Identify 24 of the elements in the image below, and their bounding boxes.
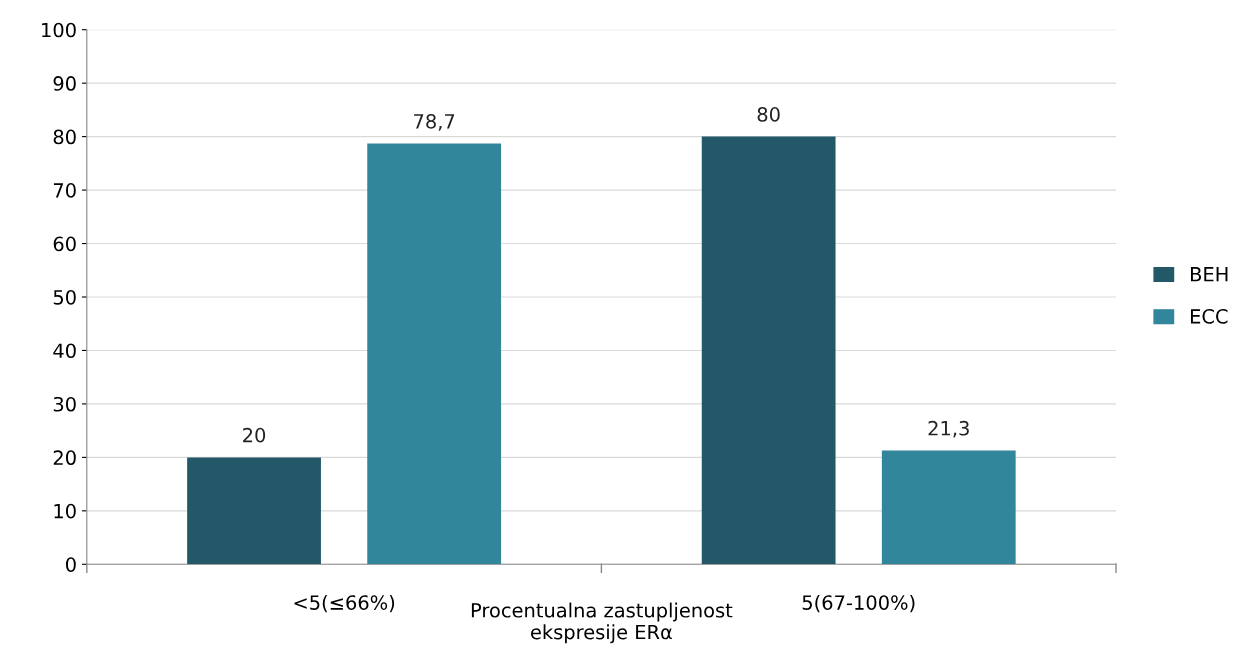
bar [187,457,321,565]
y-tick-label: 50 [53,289,76,305]
data-label: 80 [757,107,780,122]
y-tick-label: 90 [53,76,76,91]
x-axis-title: Procentualna zastupljenost ekspresije ERα [471,602,733,644]
data-label: 78,7 [414,113,455,131]
y-tick-label: 80 [53,129,76,145]
y-tick-label: 100 [42,22,76,38]
data-label: 20 [243,427,266,443]
bar [701,136,836,565]
data-label: 21,3 [928,420,969,438]
bar [881,450,1016,565]
x-tick-label: 5(67-100%) [802,594,915,613]
y-tick-label: 30 [53,396,76,412]
y-tick-label: 10 [54,503,76,519]
y-tick-label: 70 [53,183,76,198]
legend-label: BEH [1190,267,1228,282]
y-tick-label: 40 [53,343,76,359]
x-tick-label: <5(≤66%) [294,594,395,613]
y-tick-label: 20 [53,450,76,466]
legend-label: ECC [1190,309,1228,324]
y-tick-label: 60 [53,236,76,252]
bar [367,143,502,565]
y-tick-label: 0 [65,557,76,572]
